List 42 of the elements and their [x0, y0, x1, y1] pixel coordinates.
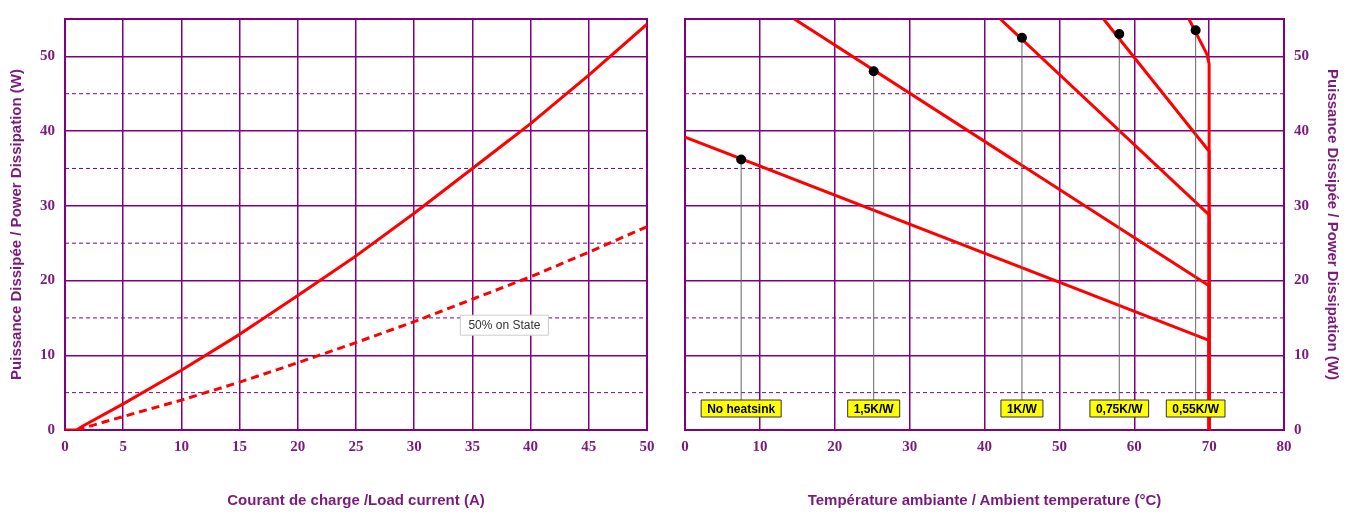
annotation: 1K/W [1006, 401, 1038, 416]
x-tick-label: 35 [464, 437, 480, 454]
x-tick-label: 30 [406, 437, 422, 454]
y-tick-label: 20 [1294, 271, 1309, 288]
x-tick-label: 10 [752, 437, 768, 454]
x-tick-label: 15 [232, 437, 248, 454]
y-tick-label: 10 [40, 346, 55, 363]
x-tick-label: 40 [977, 437, 992, 454]
y-tick-label: 40 [1294, 121, 1309, 138]
annotation: 0,55K/W [1172, 401, 1220, 416]
x-tick-label: 50 [1051, 437, 1067, 454]
y-tick-label: 20 [40, 271, 55, 288]
x-tick-label: 20 [827, 437, 843, 454]
y-tick-label: 40 [40, 121, 55, 138]
y-tick-label: 0 [47, 420, 55, 437]
x-tick-label: 0 [681, 437, 689, 454]
x-tick-label: 25 [348, 437, 364, 454]
x-tick-label: 10 [173, 437, 189, 454]
x-tick-label: 45 [581, 437, 597, 454]
x-tick-label: 40 [523, 437, 539, 454]
x-tick-label: 50 [639, 437, 655, 454]
y-axis-title: Puissance Dissipée / Power Dissipation (W) [7, 69, 25, 380]
x-tick-label: 80 [1276, 437, 1292, 454]
y-tick-label: 50 [40, 47, 55, 64]
y-tick-label: 0 [1294, 420, 1302, 437]
annotation: No heatsink [707, 401, 776, 416]
annotation: 1,5K/W [853, 401, 895, 416]
y-axis-title: Puissance Dissipée / Power Dissipation (W) [1324, 69, 1342, 380]
annotation: 50% on State [468, 317, 541, 332]
x-tick-label: 0 [61, 437, 69, 454]
y-tick-label: 10 [1294, 346, 1309, 363]
x-tick-label: 5 [119, 437, 127, 454]
y-tick-label: 30 [40, 196, 55, 213]
x-axis-title: Température ambiante / Ambient temperature (°C) [807, 491, 1162, 509]
annotation: 0,75K/W [1095, 401, 1144, 416]
y-tick-label: 30 [1294, 196, 1309, 213]
x-axis-title: Courant de charge /Load current (A) [227, 491, 485, 509]
x-tick-label: 30 [902, 437, 918, 454]
y-tick-label: 50 [1294, 47, 1309, 64]
x-tick-label: 20 [290, 437, 306, 454]
x-tick-label: 60 [1126, 437, 1142, 454]
x-tick-label: 70 [1201, 437, 1217, 454]
